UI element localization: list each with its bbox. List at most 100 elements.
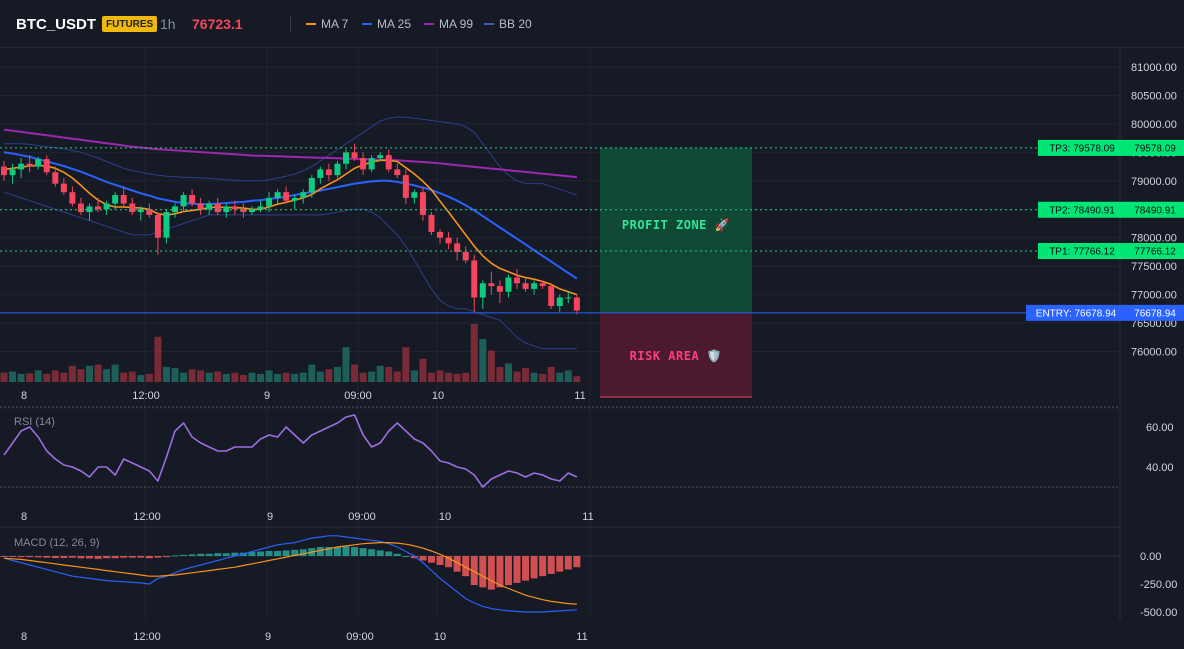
volume-bar: [34, 370, 42, 382]
candle-body: [206, 203, 213, 210]
candle-body: [283, 192, 290, 201]
macd-histogram-bar: [180, 554, 188, 556]
candle: [86, 203, 93, 221]
volume-bar: [385, 366, 393, 382]
volume-bar: [393, 371, 401, 382]
volume-bar: [120, 372, 128, 382]
macd-histogram-bar: [51, 556, 59, 559]
rsi-pane[interactable]: RSI (14) 60.00 40.00 8 12:00 9 09:00 10 11: [0, 406, 1174, 523]
header-divider: [290, 16, 291, 32]
volume-bar: [162, 366, 170, 382]
macd-histogram-bar: [385, 551, 393, 556]
candle: [1, 160, 7, 181]
candle-body: [163, 212, 170, 238]
candle-body: [445, 237, 452, 244]
candle: [291, 195, 298, 210]
macd-histogram-bar: [410, 556, 418, 559]
rsi-line: [3, 414, 578, 488]
macd-pane[interactable]: MACD (12, 26, 9) 0.00 -250.00 -500.00 8 12:00…: [0, 535, 1177, 643]
macd-histogram-bar: [470, 556, 478, 586]
price-tick-label: 80000.00: [1131, 119, 1177, 131]
legend-ma99[interactable]: MA 99: [424, 0, 473, 48]
macd-histogram-bar: [453, 556, 461, 572]
candle: [419, 186, 426, 221]
candle: [496, 280, 503, 304]
macd-histogram-bar: [248, 552, 256, 556]
time-label: 8: [21, 631, 27, 643]
candle-body: [334, 163, 341, 176]
macd-histogram-bar: [197, 553, 205, 556]
symbol-name[interactable]: BTC_USDT: [16, 15, 97, 33]
volume-bar: [487, 350, 495, 382]
entry-tag-label: ENTRY: 76678.94: [1036, 308, 1117, 319]
volume-bar: [145, 373, 153, 382]
macd-histogram-bar: [145, 556, 153, 559]
macd-line: [3, 535, 577, 613]
candle-body: [402, 175, 409, 198]
candle: [402, 169, 409, 204]
candle-body: [522, 283, 529, 289]
time-label: 12:00: [133, 631, 161, 643]
tp2-price-label: 78490.91: [1134, 205, 1176, 216]
volume-bar: [94, 364, 102, 382]
volume-bar: [43, 373, 51, 382]
candle: [137, 206, 144, 221]
macd-histogram-bar: [564, 556, 572, 570]
macd-histogram-bar: [0, 556, 8, 557]
macd-histogram-bar: [103, 556, 111, 559]
tp2-tag-bg: [1038, 201, 1126, 218]
trade-zones: PROFIT ZONE 🚀 RISK AREA 🛡️: [600, 147, 752, 398]
macd-histogram-bar: [188, 554, 196, 556]
macd-histogram-bar: [9, 556, 17, 557]
candle-body: [548, 286, 555, 306]
macd-histogram-bar: [282, 550, 290, 556]
candle-body: [95, 206, 102, 210]
time-label: 8: [21, 511, 27, 523]
macd-histogram-bar: [462, 556, 470, 577]
time-label: 09:00: [348, 511, 376, 523]
volume-bar: [137, 375, 145, 382]
candle-body: [531, 283, 538, 289]
volume-bar: [530, 372, 538, 382]
bb20-swatch: [484, 23, 494, 25]
volume-bar: [9, 371, 17, 382]
volume-bar: [496, 366, 504, 382]
macd-time-axis: 8 12:00 9 09:00 10 11: [21, 631, 588, 643]
risk-zone: [600, 312, 752, 397]
candle-body: [565, 297, 572, 299]
candlesticks[interactable]: [1, 143, 580, 315]
time-label: 11: [576, 631, 587, 643]
candle-body: [172, 206, 178, 213]
macd-histogram-bar: [43, 556, 51, 558]
price-tick-label: 76000.00: [1131, 347, 1177, 359]
candle: [454, 237, 461, 261]
candle-body: [9, 169, 16, 176]
candle-body: [35, 159, 42, 167]
legend-ma7-label: MA 7: [321, 17, 349, 31]
legend-bb20[interactable]: BB 20: [484, 0, 532, 48]
candle: [556, 294, 563, 312]
candle-body: [240, 209, 247, 213]
candle: [26, 155, 33, 173]
volume-bar: [453, 373, 461, 382]
time-axis-main: 8 12:00 9 09:00 10 11: [21, 390, 586, 402]
candle-body: [360, 158, 367, 170]
volume-bar: [51, 370, 59, 382]
interval-selector[interactable]: 1h: [160, 16, 176, 32]
time-label: 10: [434, 631, 446, 643]
volume-bar: [351, 364, 359, 382]
legend-ma25[interactable]: MA 25: [362, 0, 411, 48]
volume-bar: [470, 324, 478, 382]
macd-histogram-bar: [402, 556, 410, 557]
risk-area-label: RISK AREA 🛡️: [630, 349, 723, 363]
legend-ma7[interactable]: MA 7: [306, 0, 348, 48]
candle-body: [437, 232, 444, 238]
bb-upper-line: [4, 116, 578, 196]
ma25-swatch: [362, 23, 372, 25]
volume-bar: [539, 373, 547, 382]
moving-averages: [3, 128, 578, 296]
candle: [479, 280, 486, 309]
volume-bar: [231, 372, 239, 382]
macd-histogram-bar: [556, 556, 564, 572]
